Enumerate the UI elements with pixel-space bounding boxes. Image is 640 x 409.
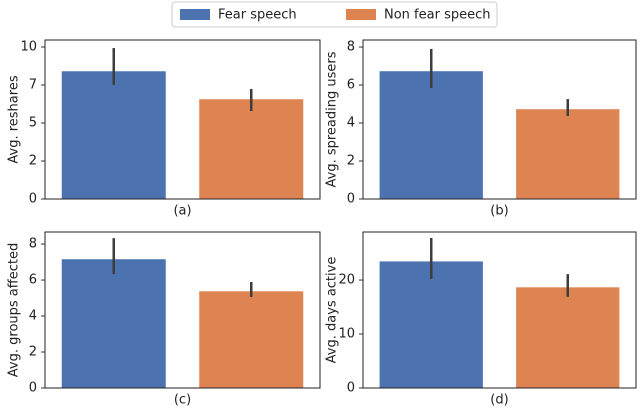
bar — [515, 108, 620, 200]
bar — [379, 70, 484, 200]
bar — [198, 290, 304, 389]
axes-frame — [44, 231, 321, 389]
y-tick-label: 6 — [29, 273, 37, 288]
y-tick-label: 4 — [347, 116, 355, 131]
x-axis-label: (d) — [490, 393, 508, 408]
x-axis-label: (b) — [490, 204, 508, 219]
axes-frame — [44, 39, 321, 200]
bar — [61, 258, 167, 389]
bar — [515, 286, 620, 389]
y-tick-label: 2 — [347, 154, 355, 169]
y-tick-label: 10 — [20, 39, 37, 54]
y-tick-label: 2 — [29, 153, 37, 168]
x-axis-label: (c) — [174, 393, 191, 408]
axes-frame — [362, 39, 637, 200]
axes-frame — [362, 231, 637, 389]
bar — [61, 70, 167, 200]
bar — [198, 98, 304, 200]
legend-label: Fear speech — [218, 8, 297, 23]
y-tick-label: 20 — [338, 273, 355, 288]
y-tick-label: 0 — [29, 192, 37, 207]
y-tick-label: 10 — [338, 327, 355, 342]
legend-box — [171, 1, 498, 28]
x-axis-label: (a) — [173, 204, 191, 219]
y-axis-label: Avg. days active — [325, 257, 340, 364]
y-tick-label: 7 — [29, 77, 37, 92]
y-tick-label: 2 — [29, 345, 37, 360]
y-tick-label: 5 — [29, 115, 37, 130]
legend-swatch — [346, 9, 376, 20]
bar — [379, 260, 484, 389]
y-axis-label: Avg. reshares — [7, 75, 22, 163]
y-axis-label: Avg. groups affected — [7, 243, 22, 377]
legend-swatch — [180, 9, 210, 20]
y-tick-label: 8 — [29, 237, 37, 252]
y-tick-label: 0 — [347, 192, 355, 207]
y-tick-label: 6 — [347, 78, 355, 93]
y-axis-label: Avg. spreading users — [325, 51, 340, 187]
y-tick-label: 4 — [29, 309, 37, 324]
y-tick-label: 0 — [347, 381, 355, 396]
y-tick-label: 8 — [347, 40, 355, 55]
y-tick-label: 0 — [29, 381, 37, 396]
legend-label: Non fear speech — [384, 8, 490, 23]
